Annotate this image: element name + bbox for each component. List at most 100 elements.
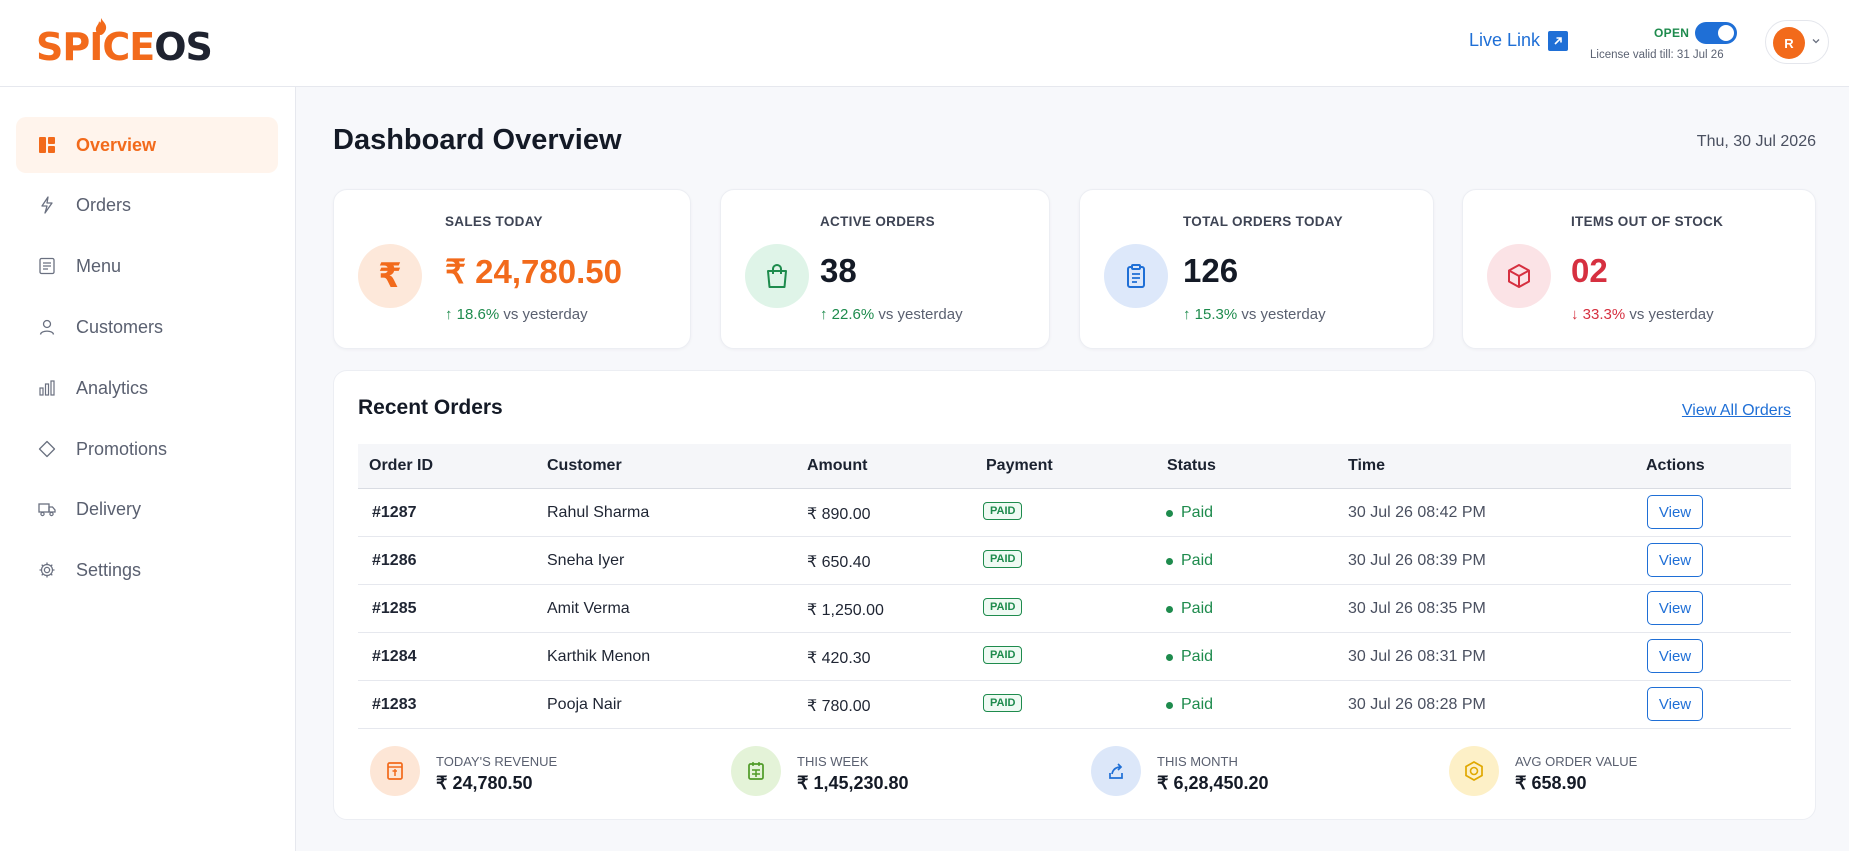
avatar: R (1773, 27, 1805, 59)
recent-orders-title: Recent Orders (358, 396, 503, 419)
summary-strip: TODAY'S REVENUE ₹ 24,780.50 THIS WEEK ₹ … (334, 743, 1817, 803)
summary-this-month: THIS MONTH ₹ 6,28,450.20 (1091, 743, 1391, 797)
summary-value: ₹ 1,45,230.80 (797, 773, 909, 793)
view-order-button[interactable]: View (1647, 591, 1703, 625)
order-time: 30 Jul 26 08:31 PM (1348, 648, 1486, 665)
order-amount: ₹ 420.30 (807, 650, 871, 667)
delta-percent: ↓ 33.3% (1571, 306, 1626, 323)
view-order-button[interactable]: View (1647, 495, 1703, 529)
sidebar-item-delivery[interactable]: Delivery (16, 481, 278, 537)
store-status: OPEN License valid till: 31 Jul 26 (1590, 22, 1738, 66)
status-text: Paid (1181, 504, 1214, 521)
rupee-icon: ₹ (358, 244, 422, 308)
view-all-orders-link[interactable]: View All Orders (1681, 402, 1791, 419)
menu-list-icon (38, 257, 56, 275)
status-dot (1166, 557, 1173, 565)
card-label: SALES TODAY (445, 214, 543, 229)
sidebar-item-label: Overview (76, 134, 157, 155)
col-amount[interactable]: Amount (807, 457, 868, 474)
view-order-button[interactable]: View (1647, 687, 1703, 721)
summary-label: TODAY'S REVENUE (436, 754, 558, 769)
order-id[interactable]: #1283 (372, 696, 417, 713)
status-indicator: Paid (1166, 696, 1213, 714)
summary-this-week: THIS WEEK ₹ 1,45,230.80 (731, 743, 1031, 797)
delta-percent: ↑ 18.6% (445, 306, 500, 323)
sidebar-item-analytics[interactable]: Analytics (16, 360, 278, 416)
sidebar-item-label: Menu (76, 255, 122, 276)
live-link-label: Live Link (1469, 30, 1541, 50)
user-menu[interactable]: R (1765, 20, 1829, 64)
order-time: 30 Jul 26 08:39 PM (1348, 552, 1486, 569)
stat-card-total-orders: TOTAL ORDERS TODAY 126 ↑ 15.3% vs yester… (1079, 189, 1434, 349)
col-time[interactable]: Time (1348, 457, 1386, 474)
card-value: 126 (1183, 252, 1239, 289)
sidebar-item-label: Customers (76, 316, 164, 337)
payment-badge: PAID (983, 598, 1023, 616)
sidebar-item-settings[interactable]: Settings (16, 542, 278, 598)
status-dot (1166, 509, 1173, 517)
order-amount: ₹ 780.00 (807, 698, 871, 715)
stat-card-sales: SALES TODAY ₹ ₹ 24,780.50 ↑ 18.6% vs yes… (333, 189, 691, 349)
status-indicator: Paid (1166, 600, 1213, 618)
order-id[interactable]: #1286 (372, 552, 417, 569)
card-value: ₹ 24,780.50 (445, 253, 622, 290)
order-time: 30 Jul 26 08:42 PM (1348, 504, 1486, 521)
table-row: #1286 Sneha Iyer ₹ 650.40 PAID Paid 30 J… (358, 537, 1791, 585)
customer-name: Sneha Iyer (547, 552, 625, 569)
sidebar-item-overview[interactable]: Overview (16, 117, 278, 173)
app-logo[interactable]: SPICE OS (36, 18, 213, 66)
delta-suffix: vs yesterday (503, 306, 588, 323)
payment-badge: PAID (983, 502, 1023, 520)
col-payment[interactable]: Payment (986, 457, 1053, 474)
payment-badge: PAID (983, 550, 1023, 568)
summary-label: THIS MONTH (1157, 754, 1238, 769)
open-toggle[interactable] (1695, 22, 1737, 44)
orders-table: Order ID Customer Amount Payment Status … (358, 444, 1791, 729)
grid-icon (38, 136, 56, 154)
sidebar-item-label: Settings (76, 559, 142, 580)
tag-icon (38, 440, 56, 458)
payment-badge: PAID (983, 694, 1023, 712)
order-id[interactable]: #1285 (372, 600, 417, 617)
summary-value: ₹ 24,780.50 (436, 773, 533, 793)
delta-suffix: vs yesterday (1629, 306, 1714, 323)
sidebar-item-customers[interactable]: Customers (16, 299, 278, 355)
card-value: 38 (820, 252, 857, 289)
order-time: 30 Jul 26 08:28 PM (1348, 696, 1486, 713)
delta-percent: ↑ 22.6% (820, 306, 875, 323)
lightning-icon (38, 196, 56, 214)
card-label: ACTIVE ORDERS (820, 214, 935, 229)
license-text: License valid till: 31 Jul 26 (1590, 49, 1724, 61)
card-value: 02 (1571, 252, 1608, 289)
view-order-button[interactable]: View (1647, 639, 1703, 673)
status-dot (1166, 653, 1173, 661)
customer-name: Rahul Sharma (547, 504, 650, 521)
status-text: Paid (1181, 552, 1214, 569)
customer-name: Pooja Nair (547, 696, 622, 713)
live-link[interactable]: Live Link (1469, 30, 1569, 51)
status-text: Paid (1181, 648, 1214, 665)
receipt-icon (370, 746, 420, 796)
recent-orders-panel: Recent Orders View All Orders Order ID C… (333, 370, 1816, 820)
col-order-id[interactable]: Order ID (369, 457, 434, 474)
sidebar-item-orders[interactable]: Orders (16, 177, 278, 233)
order-id[interactable]: #1284 (372, 648, 417, 665)
summary-today-revenue: TODAY'S REVENUE ₹ 24,780.50 (370, 743, 670, 797)
chevron-down-icon (1812, 39, 1820, 44)
table-header: Order ID Customer Amount Payment Status … (358, 444, 1791, 489)
gear-icon (38, 561, 56, 579)
order-time: 30 Jul 26 08:35 PM (1348, 600, 1486, 617)
col-status[interactable]: Status (1167, 457, 1216, 474)
order-id[interactable]: #1287 (372, 504, 417, 521)
card-label: ITEMS OUT OF STOCK (1571, 214, 1724, 229)
card-delta: ↓ 33.3% vs yesterday (1571, 306, 1714, 323)
view-order-button[interactable]: View (1647, 543, 1703, 577)
col-customer[interactable]: Customer (547, 457, 622, 474)
coin-icon (1449, 746, 1499, 796)
order-amount: ₹ 650.40 (807, 554, 871, 571)
shopping-bag-icon (745, 244, 809, 308)
sidebar-item-promotions[interactable]: Promotions (16, 421, 278, 477)
stat-card-active-orders: ACTIVE ORDERS 38 ↑ 22.6% vs yesterday (720, 189, 1050, 349)
sidebar-item-menu[interactable]: Menu (16, 238, 278, 294)
table-row: #1284 Karthik Menon ₹ 420.30 PAID Paid 3… (358, 633, 1791, 681)
